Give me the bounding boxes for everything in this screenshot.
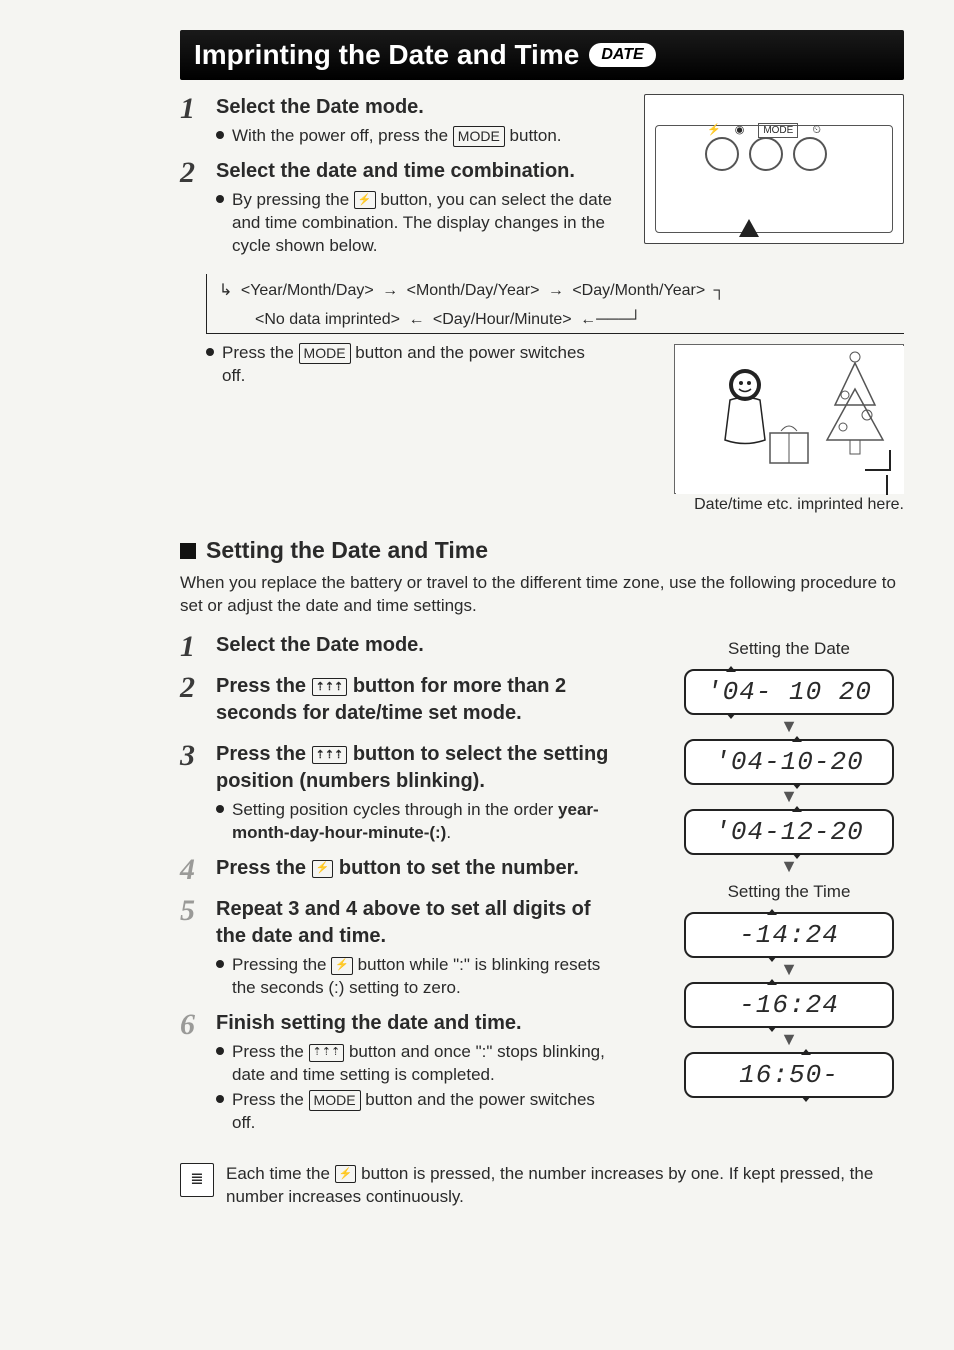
timer-icon: ⏲ [812, 123, 821, 138]
step-bullet: Pressing the ⚡ button while ":" is blink… [216, 954, 620, 1000]
step-bullet: With the power off, press the MODE butto… [216, 125, 628, 148]
step-1: 1 Select the Date mode. [180, 632, 620, 663]
flash-button-icon: ⚡ [335, 1165, 357, 1183]
up-arrow-icon [739, 219, 759, 237]
setting-time-label: Setting the Time [674, 881, 904, 904]
step-title: Select the date and time combination. [216, 158, 628, 185]
step-3: 3 Press the ⇡⇡⇡ button to select the set… [180, 741, 620, 845]
step-number: 1 [180, 94, 206, 148]
step-title: Press the ⇡⇡⇡ button for more than 2 sec… [216, 673, 620, 727]
flash-icon: ⚡ [707, 123, 721, 138]
step-title: Select the Date mode. [216, 632, 620, 659]
step-title: Finish setting the date and time. [216, 1010, 620, 1037]
step-2: 2 Select the date and time combination. … [180, 158, 628, 258]
step-bullet: By pressing the ⚡ button, you can select… [216, 189, 628, 258]
flash-button-icon: ⚡ [312, 860, 334, 878]
mode-button-label: MODE [453, 126, 505, 147]
down-arrow-icon: ▼ [674, 960, 904, 978]
photo-illustration [674, 344, 904, 494]
step-title: Repeat 3 and 4 above to set all digits o… [216, 896, 620, 950]
step-bullet: Setting position cycles through in the o… [216, 799, 620, 845]
eye-icon: ◉ [735, 123, 745, 138]
camera-button [705, 137, 739, 171]
step-bullet: Press the ⇡⇡⇡ button and once ":" stops … [216, 1041, 620, 1087]
flash-button-icon: ⚡ [354, 191, 376, 209]
section-imprinting: ⚡ ◉ MODE ⏲ 1 Select the Date mode. With … [180, 94, 904, 516]
down-arrow-icon: ▼ [674, 717, 904, 735]
step-number: 3 [180, 741, 206, 845]
note-text: Each time the ⚡ button is pressed, the n… [226, 1163, 904, 1209]
cycle-diagram: ↳ <Year/Month/Day> → <Month/Day/Year> → … [206, 274, 904, 334]
step-title: Select the Date mode. [216, 94, 628, 121]
lcd-display: '04- 10-20 [684, 739, 894, 785]
lcd-display: - 16:24 [684, 982, 894, 1028]
section-heading: Setting the Date and Time [180, 535, 904, 566]
step-number: 2 [180, 673, 206, 731]
mode-button-label: MODE [299, 343, 351, 364]
step-number: 6 [180, 1010, 206, 1135]
note-icon: ≣ [180, 1163, 214, 1197]
flash-button-icon: ⚡ [331, 957, 353, 975]
note-box: ≣ Each time the ⚡ button is pressed, the… [180, 1163, 904, 1209]
step-5: 5 Repeat 3 and 4 above to set all digits… [180, 896, 620, 1000]
step-number: 1 [180, 632, 206, 663]
triple-button-icon: ⇡⇡⇡ [309, 1044, 345, 1062]
step-4: 4 Press the ⚡ button to set the number. [180, 855, 620, 886]
triple-button-icon: ⇡⇡⇡ [312, 678, 348, 696]
header-title: Imprinting the Date and Time [194, 36, 579, 74]
step-number: 5 [180, 896, 206, 1000]
section-intro: When you replace the battery or travel t… [180, 572, 904, 618]
date-badge: DATE [589, 43, 655, 67]
step-bullet: Press the MODE button and the power swit… [206, 342, 586, 388]
lcd-display: '04- 12-20 [684, 809, 894, 855]
step-number: 2 [180, 158, 206, 258]
page-header: Imprinting the Date and Time DATE [180, 30, 904, 80]
down-arrow-icon: ▼ [674, 787, 904, 805]
down-arrow-icon: ▼ [674, 1030, 904, 1048]
step-bullet: Press the MODE button and the power swit… [216, 1089, 620, 1135]
down-arrow-icon: ▼ [674, 857, 904, 875]
step-number: 4 [180, 855, 206, 886]
setting-date-label: Setting the Date [674, 638, 904, 661]
camera-illustration: ⚡ ◉ MODE ⏲ [644, 94, 904, 244]
mode-button-label: MODE [309, 1090, 361, 1111]
lcd-display: '04- 10 20 [684, 669, 894, 715]
triple-button-icon: ⇡⇡⇡ [312, 746, 348, 764]
step-title: Press the ⚡ button to set the number. [216, 855, 620, 882]
step-title: Press the ⇡⇡⇡ button to select the setti… [216, 741, 620, 795]
setting-display-column: Setting the Date '04- 10 20 ▼ '04- 10-20… [674, 632, 904, 1100]
camera-button [749, 137, 783, 171]
square-bullet-icon [180, 543, 196, 559]
step-6: 6 Finish setting the date and time. Pres… [180, 1010, 620, 1135]
lcd-display: - 14:24 [684, 912, 894, 958]
step-1: 1 Select the Date mode. With the power o… [180, 94, 628, 148]
step-2: 2 Press the ⇡⇡⇡ button for more than 2 s… [180, 673, 620, 731]
imprint-caption: Date/time etc. imprinted here. [180, 494, 904, 516]
lcd-display: 16:50- [684, 1052, 894, 1098]
camera-button [793, 137, 827, 171]
